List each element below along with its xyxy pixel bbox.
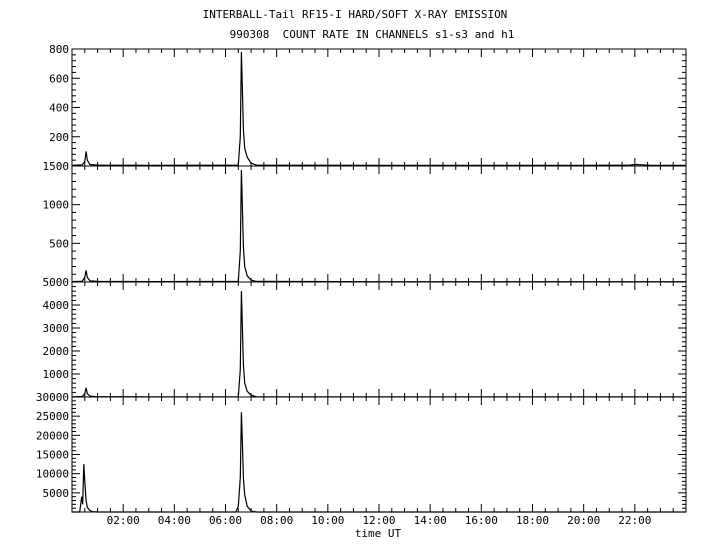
panel-4-frame bbox=[71, 396, 687, 513]
panel-2-y-tick-label: 1000 bbox=[43, 199, 70, 212]
x-tick-label: 22:00 bbox=[618, 514, 651, 527]
panel-4-series-line bbox=[72, 412, 686, 513]
panel-2-y-tick-label: 500 bbox=[49, 237, 69, 250]
panel-4-y-tick-label: 25000 bbox=[36, 410, 69, 423]
chart-subtitle: 990308 COUNT RATE IN CHANNELS s1-s3 and … bbox=[229, 28, 515, 41]
panel-1-frame bbox=[71, 48, 687, 167]
panel-4-y-tick-label: 10000 bbox=[36, 468, 69, 481]
panel-1-y-tick-label: 600 bbox=[49, 72, 69, 85]
x-tick-label: 10:00 bbox=[311, 514, 344, 527]
panel-2-series-line bbox=[71, 169, 686, 283]
x-tick-label: 02:00 bbox=[107, 514, 140, 527]
panel-3-y-tick-label: 5000 bbox=[43, 276, 70, 289]
panel-4-y-tick-label: 5000 bbox=[43, 487, 70, 500]
x-tick-label: 08:00 bbox=[260, 514, 293, 527]
panel-4-y-tick-label: 15000 bbox=[36, 449, 69, 462]
panel-4-y-tick-label: 30000 bbox=[36, 391, 69, 404]
x-tick-label: 06:00 bbox=[209, 514, 242, 527]
x-axis-label: time UT bbox=[355, 527, 402, 540]
panel-1-y-tick-label: 200 bbox=[49, 131, 69, 144]
x-tick-label: 14:00 bbox=[414, 514, 447, 527]
panel-3-y-tick-label: 4000 bbox=[43, 299, 70, 312]
x-tick-label: 18:00 bbox=[516, 514, 549, 527]
x-tick-label: 12:00 bbox=[362, 514, 395, 527]
panel-1-y-tick-label: 800 bbox=[49, 43, 69, 56]
panel-4-y-tick-label: 20000 bbox=[36, 429, 69, 442]
panel-3-y-tick-label: 2000 bbox=[43, 345, 70, 358]
x-tick-label: 16:00 bbox=[465, 514, 498, 527]
panel-1-y-tick-label: 400 bbox=[49, 102, 69, 115]
panel-3-series-line bbox=[71, 291, 686, 398]
chart-title: INTERBALL-Tail RF15-I HARD/SOFT X-RAY EM… bbox=[202, 8, 508, 21]
panel-2-frame bbox=[71, 165, 687, 283]
panel-1-series-line bbox=[71, 51, 687, 166]
panel-3-frame bbox=[71, 281, 687, 398]
x-tick-label: 04:00 bbox=[158, 514, 191, 527]
panel-3-y-tick-label: 3000 bbox=[43, 322, 70, 335]
panel-3-y-tick-label: 1000 bbox=[43, 368, 70, 381]
x-tick-label: 20:00 bbox=[567, 514, 600, 527]
panel-2-y-tick-label: 1500 bbox=[43, 160, 70, 173]
